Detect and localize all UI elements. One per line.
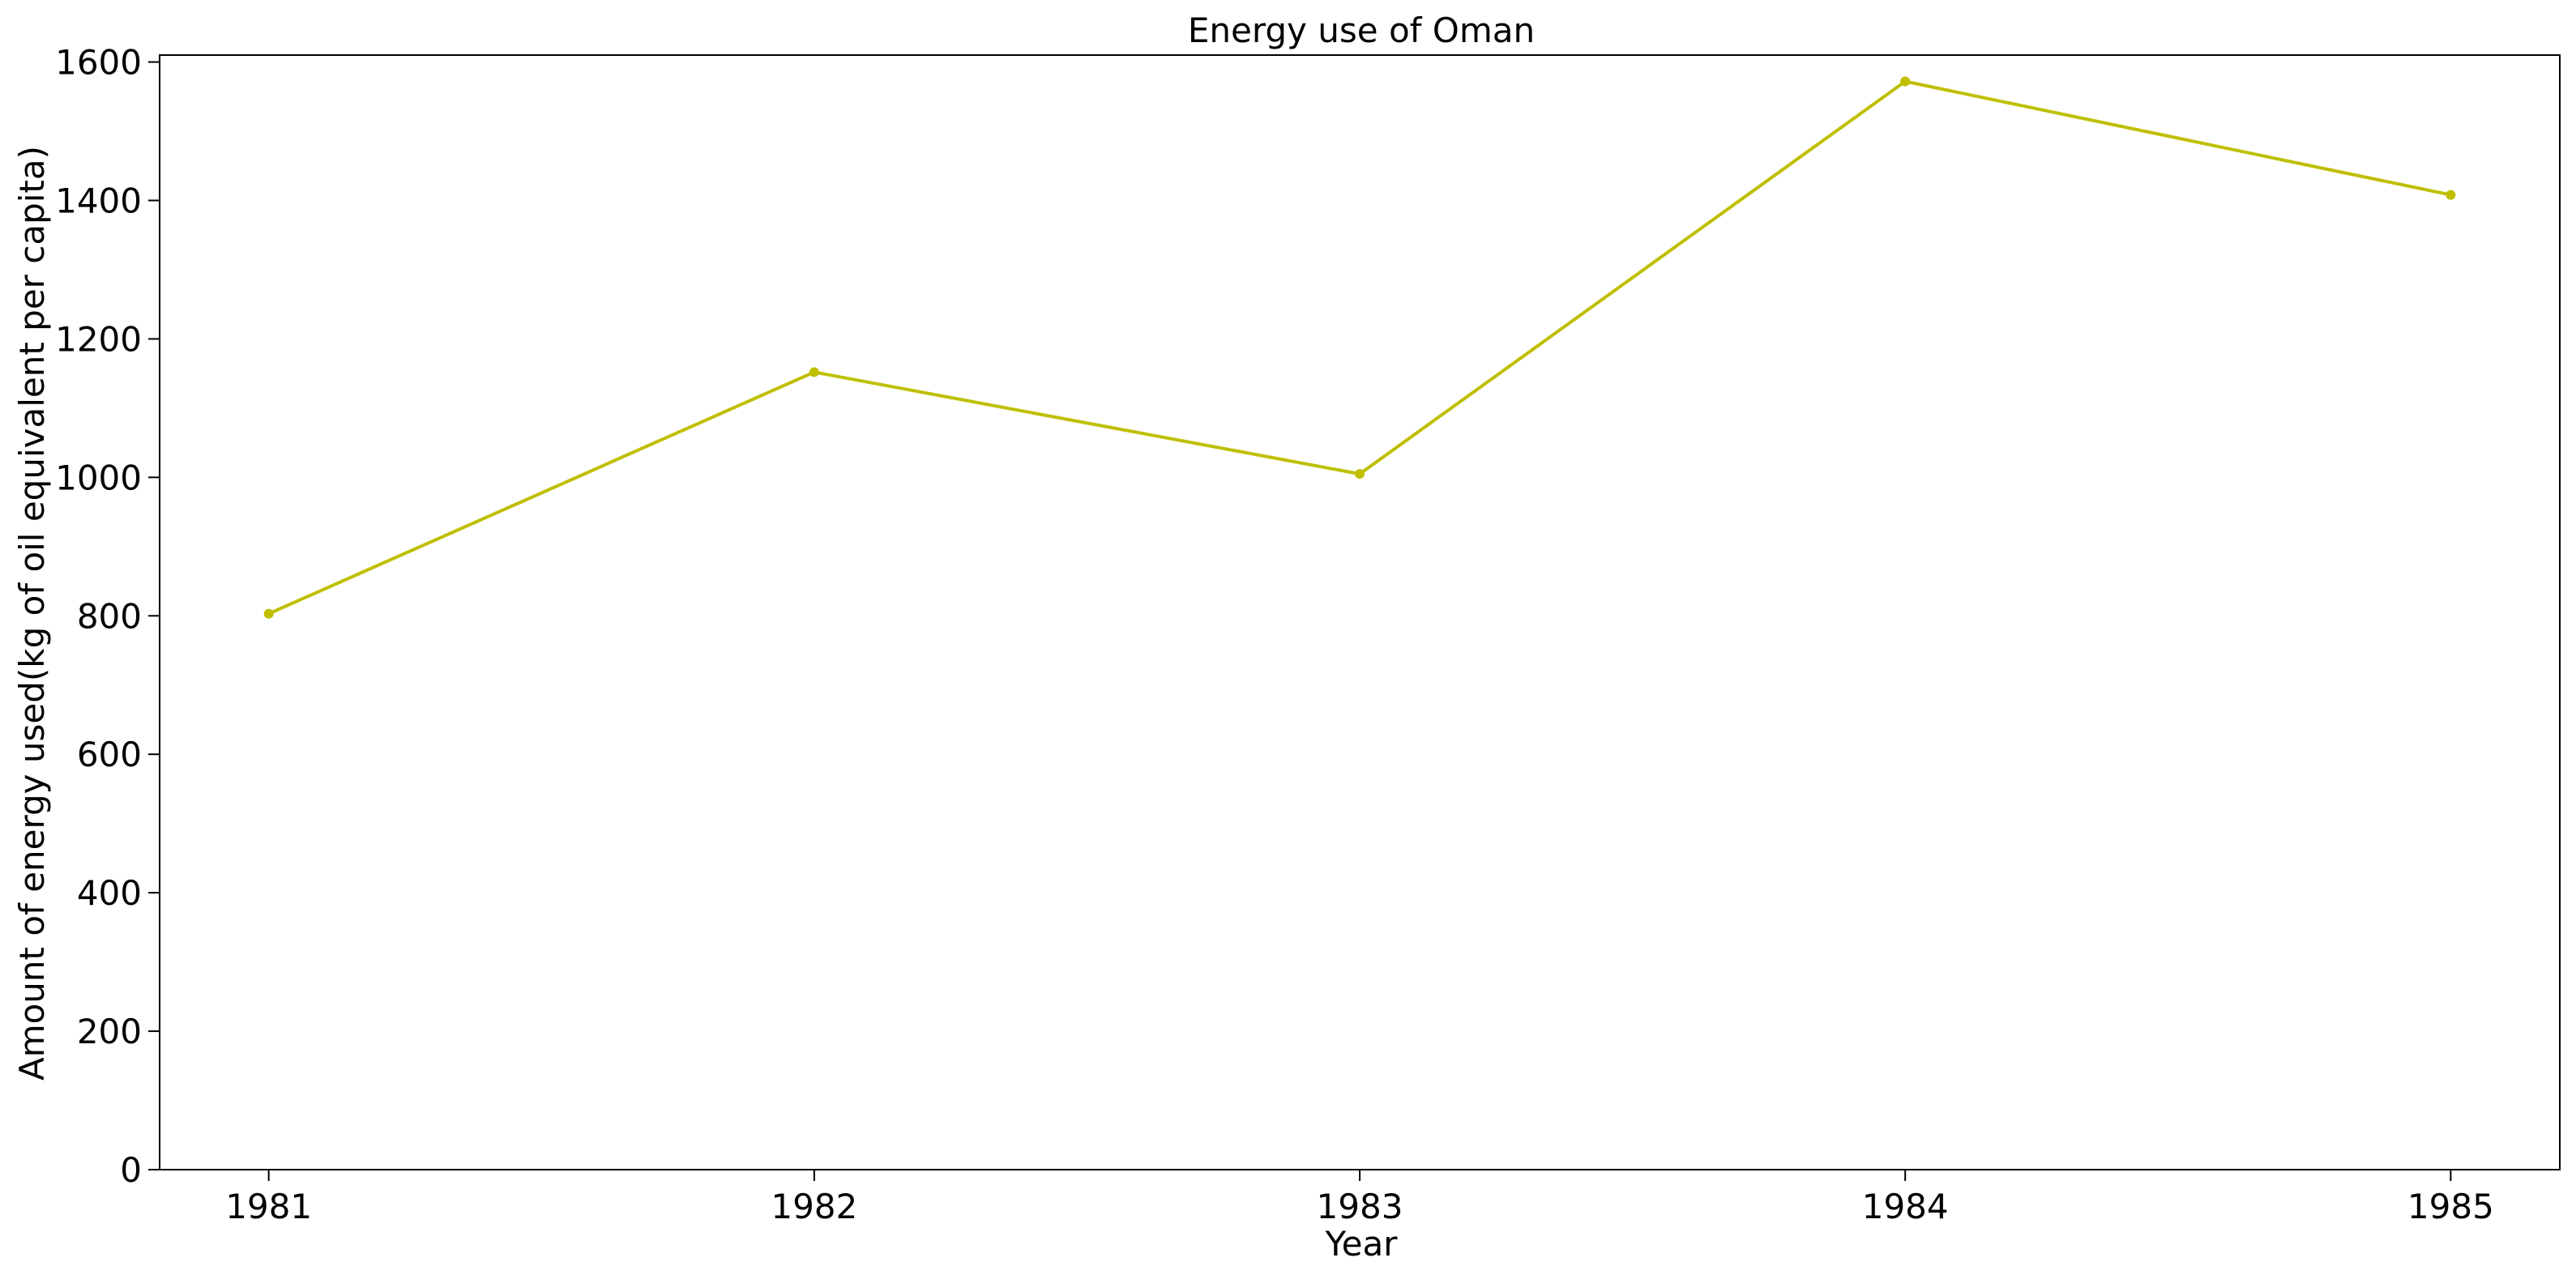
data-point <box>1900 76 1911 87</box>
y-tick-label: 1600 <box>55 43 142 83</box>
data-point <box>263 608 274 619</box>
data-point <box>1355 469 1365 480</box>
x-tick-label: 1985 <box>2407 1187 2494 1226</box>
y-tick-label: 800 <box>77 596 142 636</box>
x-axis-label: Year <box>1325 1224 1399 1264</box>
chart-title: Energy use of Oman <box>1188 11 1535 50</box>
y-tick-label: 400 <box>77 873 142 913</box>
y-tick-label: 200 <box>77 1012 142 1051</box>
y-tick-label: 1000 <box>55 458 142 497</box>
y-tick-label: 1400 <box>55 181 142 220</box>
x-axis: 1981 1982 1983 1984 1985 <box>225 1170 2494 1226</box>
x-tick-label: 1981 <box>225 1187 312 1226</box>
x-tick-label: 1983 <box>1317 1187 1403 1226</box>
y-tick-label: 0 <box>120 1150 142 1190</box>
y-tick-label: 1200 <box>55 319 142 359</box>
plot-area <box>263 76 2456 619</box>
x-tick-label: 1982 <box>771 1187 857 1226</box>
data-point <box>2446 190 2456 200</box>
y-axis-label: Amount of energy used(kg of oil equivale… <box>12 146 52 1081</box>
x-tick-label: 1984 <box>1862 1187 1949 1226</box>
y-tick-label: 600 <box>77 735 142 774</box>
y-axis: 0 200 400 600 800 1000 1200 1400 1600 <box>55 43 160 1190</box>
data-point <box>809 367 819 377</box>
